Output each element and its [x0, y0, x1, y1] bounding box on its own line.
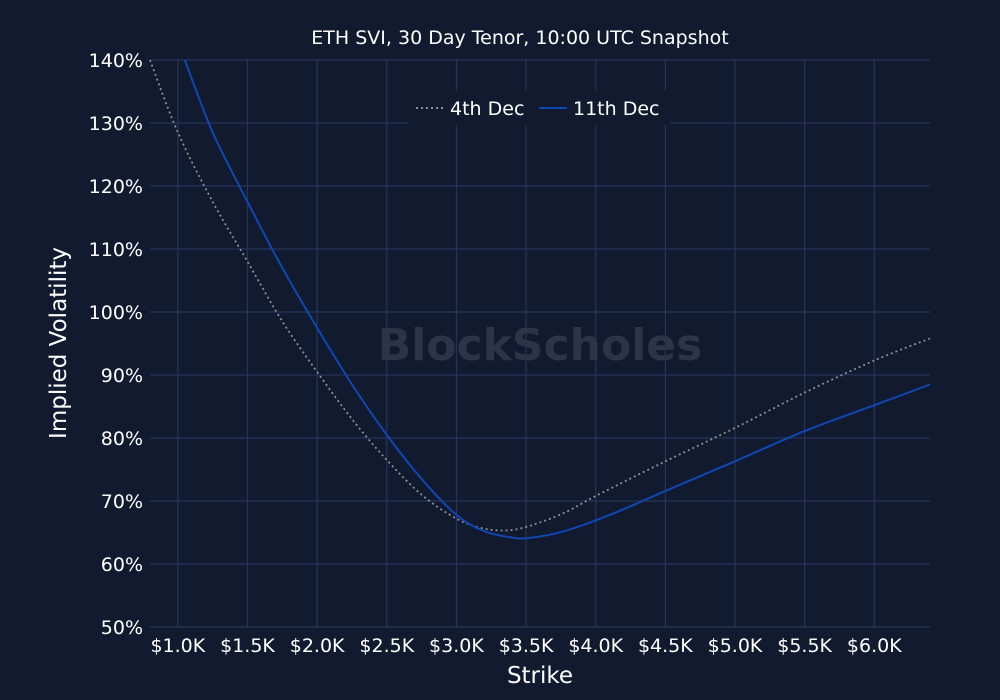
legend: 4th Dec 11th Dec: [408, 91, 670, 125]
series-line-11th-dec: [183, 59, 931, 540]
y-tick-label: 100%: [89, 302, 143, 324]
x-tick-label: $3.5K: [499, 635, 554, 657]
watermark: BlockScholes: [378, 320, 703, 371]
y-tick-label: 50%: [101, 617, 143, 639]
y-tick-label: 110%: [89, 239, 143, 261]
x-tick-label: $5.5K: [777, 635, 832, 657]
x-axis-title: Strike: [507, 663, 573, 689]
x-tick-label: $4.5K: [638, 635, 693, 657]
x-tick-label: $4.0K: [568, 635, 623, 657]
y-tick-label: 80%: [101, 428, 143, 450]
y-tick-label: 130%: [89, 113, 143, 135]
legend-label-4th-dec: 4th Dec: [450, 98, 524, 120]
x-tick-label: $3.0K: [429, 635, 484, 657]
chart-title: ETH SVI, 30 Day Tenor, 10:00 UTC Snapsho…: [311, 27, 728, 49]
x-tick-label: $1.5K: [220, 635, 275, 657]
y-tick-label: 90%: [101, 365, 143, 387]
tick-layer: 50% 60% 70% 80% 90% 100% 110% 120% 130% 140% $1.0K…: [89, 50, 903, 657]
x-tick-label: $2.0K: [290, 635, 345, 657]
y-tick-label: 140%: [89, 50, 143, 72]
y-tick-label: 70%: [101, 491, 143, 513]
y-tick-label: 60%: [101, 554, 143, 576]
x-tick-label: $6.0K: [847, 635, 902, 657]
x-tick-label: $1.0K: [150, 635, 205, 657]
grid-layer: [150, 59, 930, 628]
legend-label-11th-dec: 11th Dec: [573, 98, 659, 120]
y-axis-title: Implied Volatility: [46, 247, 72, 439]
x-tick-label: $2.5K: [359, 635, 414, 657]
x-tick-label: $5.0K: [708, 635, 763, 657]
series-layer: [149, 59, 931, 540]
y-tick-label: 120%: [89, 176, 143, 198]
